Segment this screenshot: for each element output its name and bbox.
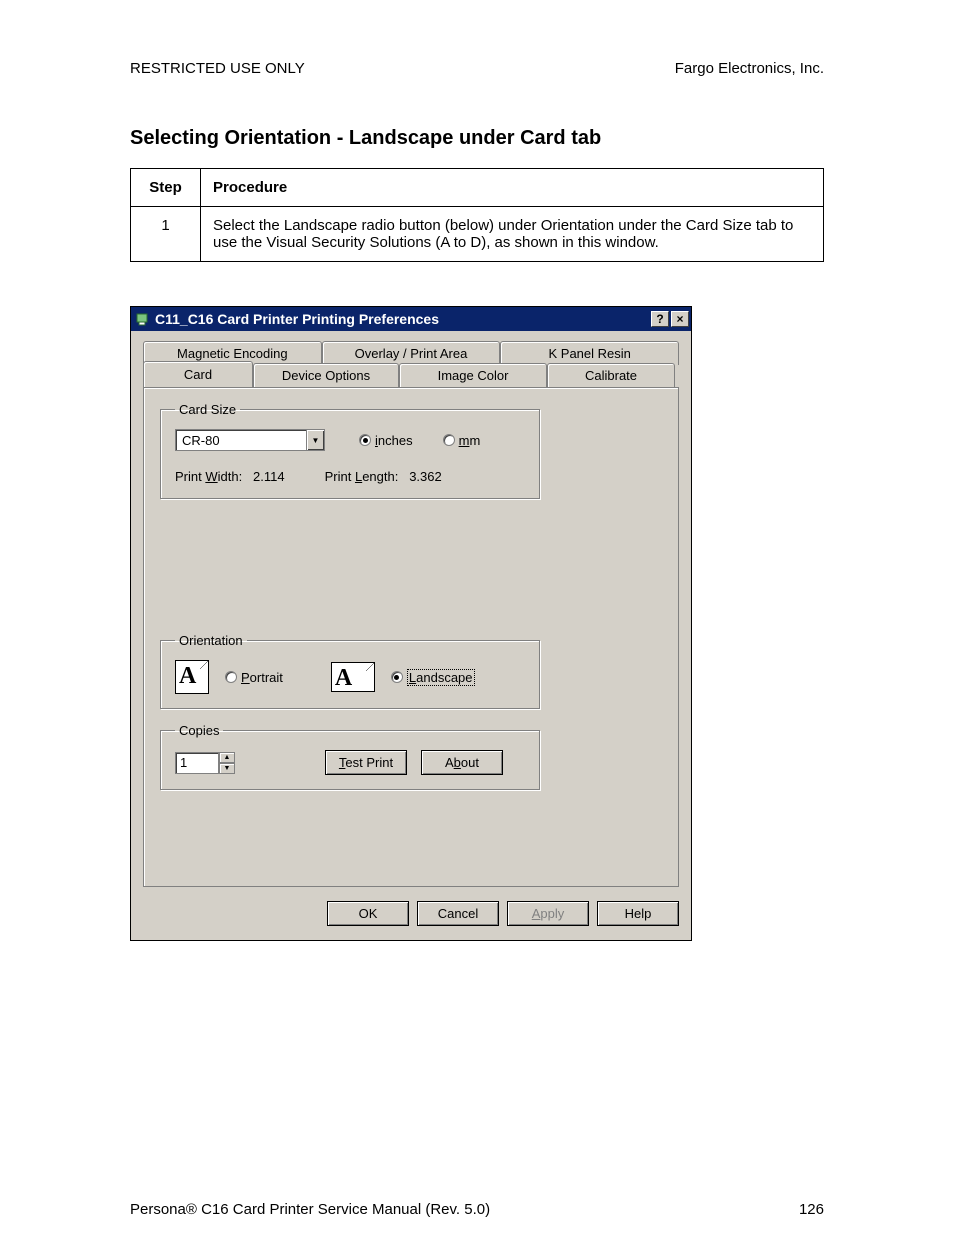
close-button[interactable]: × (671, 311, 689, 327)
dialog-button-row: OK Cancel Apply Help (131, 891, 691, 940)
copies-input[interactable] (175, 752, 219, 774)
step-text: Select the Landscape radio button (below… (201, 207, 824, 262)
card-size-group: Card Size CR-80 ▼ iinchesnches (160, 402, 540, 499)
radio-dot-icon (443, 434, 455, 446)
copies-group: Copies ▲ ▼ Test Print A (160, 723, 540, 790)
header-left: RESTRICTED USE ONLY (130, 60, 305, 77)
tab-card[interactable]: Card (143, 361, 253, 387)
help-button[interactable]: ? (651, 311, 669, 327)
card-tab-panel: Card Size CR-80 ▼ iinchesnches (143, 387, 679, 887)
footer-left: Persona® C16 Card Printer Service Manual… (130, 1201, 490, 1218)
page-footer: Persona® C16 Card Printer Service Manual… (130, 1201, 824, 1218)
section-title: Selecting Orientation - Landscape under … (130, 127, 824, 150)
landscape-icon: A (331, 662, 375, 692)
cancel-button[interactable]: Cancel (417, 901, 499, 926)
portrait-radio[interactable]: Portrait (225, 670, 283, 685)
app-icon (135, 311, 151, 327)
page-header: RESTRICTED USE ONLY Fargo Electronics, I… (130, 60, 824, 77)
tab-calibrate[interactable]: Calibrate (547, 363, 675, 387)
ok-button[interactable]: OK (327, 901, 409, 926)
test-print-button[interactable]: Test Print (325, 750, 407, 775)
copies-spinner[interactable]: ▲ ▼ (175, 752, 235, 774)
about-button[interactable]: About (421, 750, 503, 775)
tab-overlay-print-area[interactable]: Overlay / Print Area (322, 341, 501, 365)
tab-strip: Magnetic Encoding Overlay / Print Area K… (143, 341, 679, 387)
print-length: Print Length: 3.362 (325, 469, 442, 484)
print-width: Print Width: 2.114 (175, 469, 285, 484)
col-procedure: Procedure (201, 169, 824, 207)
radio-dot-icon (359, 434, 371, 446)
landscape-radio[interactable]: Landscape (391, 669, 475, 686)
steps-table: Step Procedure 1 Select the Landscape ra… (130, 168, 824, 262)
orientation-legend: Orientation (175, 633, 247, 648)
radio-dot-icon (225, 671, 237, 683)
tab-k-panel-resin[interactable]: K Panel Resin (500, 341, 679, 365)
header-right: Fargo Electronics, Inc. (675, 60, 824, 77)
apply-button[interactable]: Apply (507, 901, 589, 926)
preferences-dialog: C11_C16 Card Printer Printing Preference… (130, 306, 692, 941)
step-num: 1 (131, 207, 201, 262)
dropdown-arrow-icon[interactable]: ▼ (306, 430, 324, 450)
card-size-legend: Card Size (175, 402, 240, 417)
card-size-value: CR-80 (176, 433, 306, 448)
titlebar: C11_C16 Card Printer Printing Preference… (131, 307, 691, 331)
copies-legend: Copies (175, 723, 223, 738)
table-row: 1 Select the Landscape radio button (bel… (131, 207, 824, 262)
portrait-icon: A (175, 660, 209, 694)
unit-mm-radio[interactable]: mm (443, 433, 481, 448)
radio-dot-icon (391, 671, 403, 683)
tab-image-color[interactable]: Image Color (399, 363, 547, 387)
spinner-down-icon[interactable]: ▼ (219, 763, 235, 774)
tab-device-options[interactable]: Device Options (253, 363, 399, 387)
help-button[interactable]: Help (597, 901, 679, 926)
orientation-group: Orientation A Portrait A Landscap (160, 633, 540, 709)
col-step: Step (131, 169, 201, 207)
dialog-title: C11_C16 Card Printer Printing Preference… (155, 311, 439, 327)
spinner-up-icon[interactable]: ▲ (219, 752, 235, 763)
footer-right: 126 (799, 1201, 824, 1218)
unit-inches-radio[interactable]: iinchesnches (359, 433, 413, 448)
card-size-dropdown[interactable]: CR-80 ▼ (175, 429, 325, 451)
